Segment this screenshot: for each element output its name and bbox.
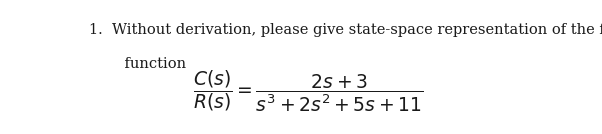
Text: 1.  Without derivation, please give state-space representation of the following : 1. Without derivation, please give state… <box>89 23 602 37</box>
Text: $\dfrac{C(s)}{R(s)} = \dfrac{2s+3}{s^3+2s^2+5s+11}$: $\dfrac{C(s)}{R(s)} = \dfrac{2s+3}{s^3+2… <box>193 68 424 113</box>
Text: function: function <box>105 57 185 71</box>
